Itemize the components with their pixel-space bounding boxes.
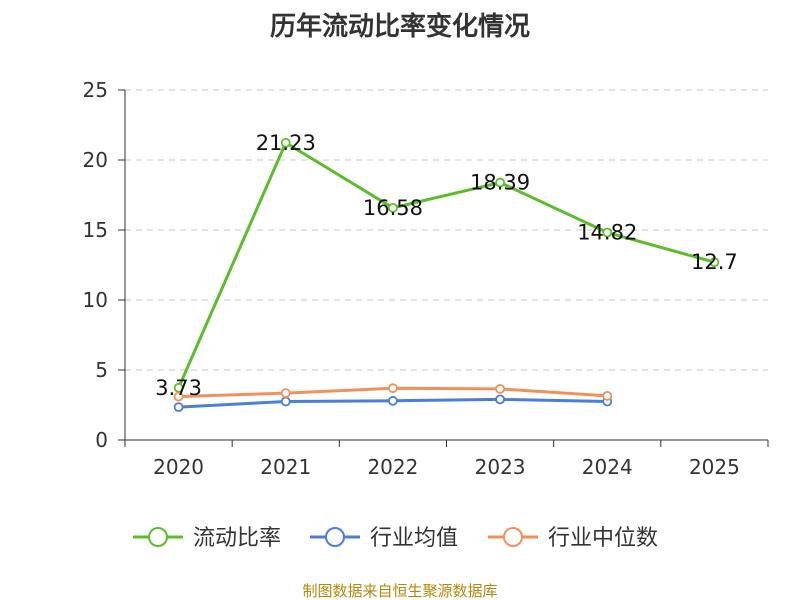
chart-title: 历年流动比率变化情况 xyxy=(269,12,530,42)
legend-marker xyxy=(148,527,168,547)
grid-lines xyxy=(125,89,768,371)
data-point[interactable] xyxy=(495,383,505,394)
legend-item[interactable]: 行业均值 xyxy=(310,526,458,551)
data-point[interactable] xyxy=(173,391,184,402)
data-point[interactable] xyxy=(709,257,720,268)
y-tick-label: 5 xyxy=(95,358,108,382)
data-point[interactable] xyxy=(388,395,398,406)
legend-item[interactable]: 流动比率 xyxy=(133,526,281,551)
data-label: 21.23 xyxy=(256,131,316,155)
x-tick-label: 2023 xyxy=(475,455,526,479)
series-line xyxy=(177,141,715,389)
data-label: 14.82 xyxy=(577,221,637,245)
legend-label: 行业中位数 xyxy=(548,526,658,551)
data-labels: 3.73 21.23 16.58 18.39 14.82 12.7 xyxy=(155,131,738,400)
y-tick-label: 0 xyxy=(95,428,108,452)
x-tick-label: 2020 xyxy=(153,455,204,479)
data-point[interactable] xyxy=(495,177,505,188)
data-label: 16.58 xyxy=(363,196,423,220)
legend-label: 流动比率 xyxy=(193,526,281,551)
y-tick-label: 15 xyxy=(83,218,108,242)
data-point[interactable] xyxy=(602,390,613,401)
legend-label: 行业均值 xyxy=(370,526,458,551)
data-point[interactable] xyxy=(280,388,291,399)
data-point[interactable] xyxy=(388,202,398,213)
legend-marker xyxy=(503,527,523,547)
legend-marker xyxy=(325,527,345,547)
x-tick-label: 2022 xyxy=(367,455,418,479)
data-point[interactable] xyxy=(173,402,184,413)
x-tick-label: 2021 xyxy=(260,455,311,479)
series-lines xyxy=(173,137,720,413)
y-tick-label: 20 xyxy=(83,148,108,172)
data-label: 18.39 xyxy=(470,171,530,195)
legend[interactable]: 流动比率 行业均值 行业中位数 xyxy=(133,526,658,551)
legend-item[interactable]: 行业中位数 xyxy=(488,526,658,551)
y-tick-label: 25 xyxy=(83,78,108,102)
x-tick-label: 2024 xyxy=(582,455,633,479)
data-point[interactable] xyxy=(602,227,613,238)
data-point[interactable] xyxy=(280,396,291,407)
data-point[interactable] xyxy=(280,137,291,148)
data-point[interactable] xyxy=(495,394,505,405)
source-note: 制图数据来自恒生聚源数据库 xyxy=(302,582,497,600)
data-point[interactable] xyxy=(388,383,398,394)
data-label: 12.7 xyxy=(691,250,738,274)
x-tick-label: 2025 xyxy=(689,455,740,479)
data-label: 3.73 xyxy=(155,376,202,400)
y-tick-label: 10 xyxy=(83,288,108,312)
